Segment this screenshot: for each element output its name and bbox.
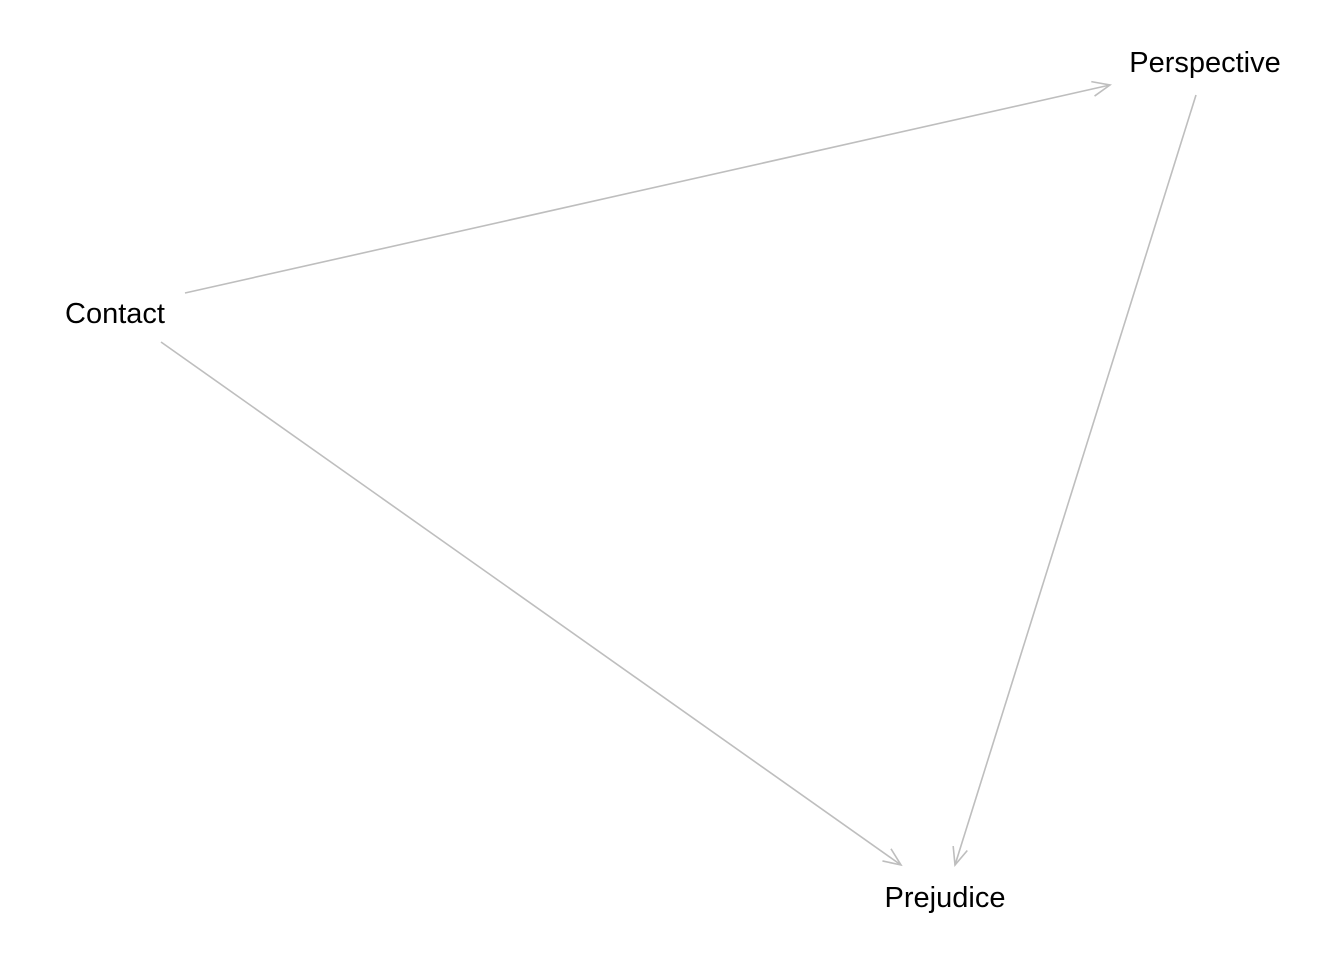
node-perspective-label: Perspective [1129, 47, 1281, 79]
edge-line [184, 84, 1111, 294]
edge-contact-to-perspective [184, 80, 1113, 294]
edges-layer [160, 80, 1197, 867]
node-contact-label: Contact [65, 298, 165, 330]
edge-contact-to-prejudice [160, 341, 903, 867]
edge-line [954, 94, 1197, 866]
arrowhead-icon [952, 846, 968, 867]
node-prejudice-label: Prejudice [885, 882, 1006, 914]
edge-perspective-to-prejudice [952, 94, 1197, 867]
arrowhead-icon [882, 848, 903, 867]
edge-line [160, 341, 902, 866]
arrowhead-icon [1091, 80, 1113, 97]
nodes-layer: Contact Perspective Prejudice [65, 47, 1281, 914]
